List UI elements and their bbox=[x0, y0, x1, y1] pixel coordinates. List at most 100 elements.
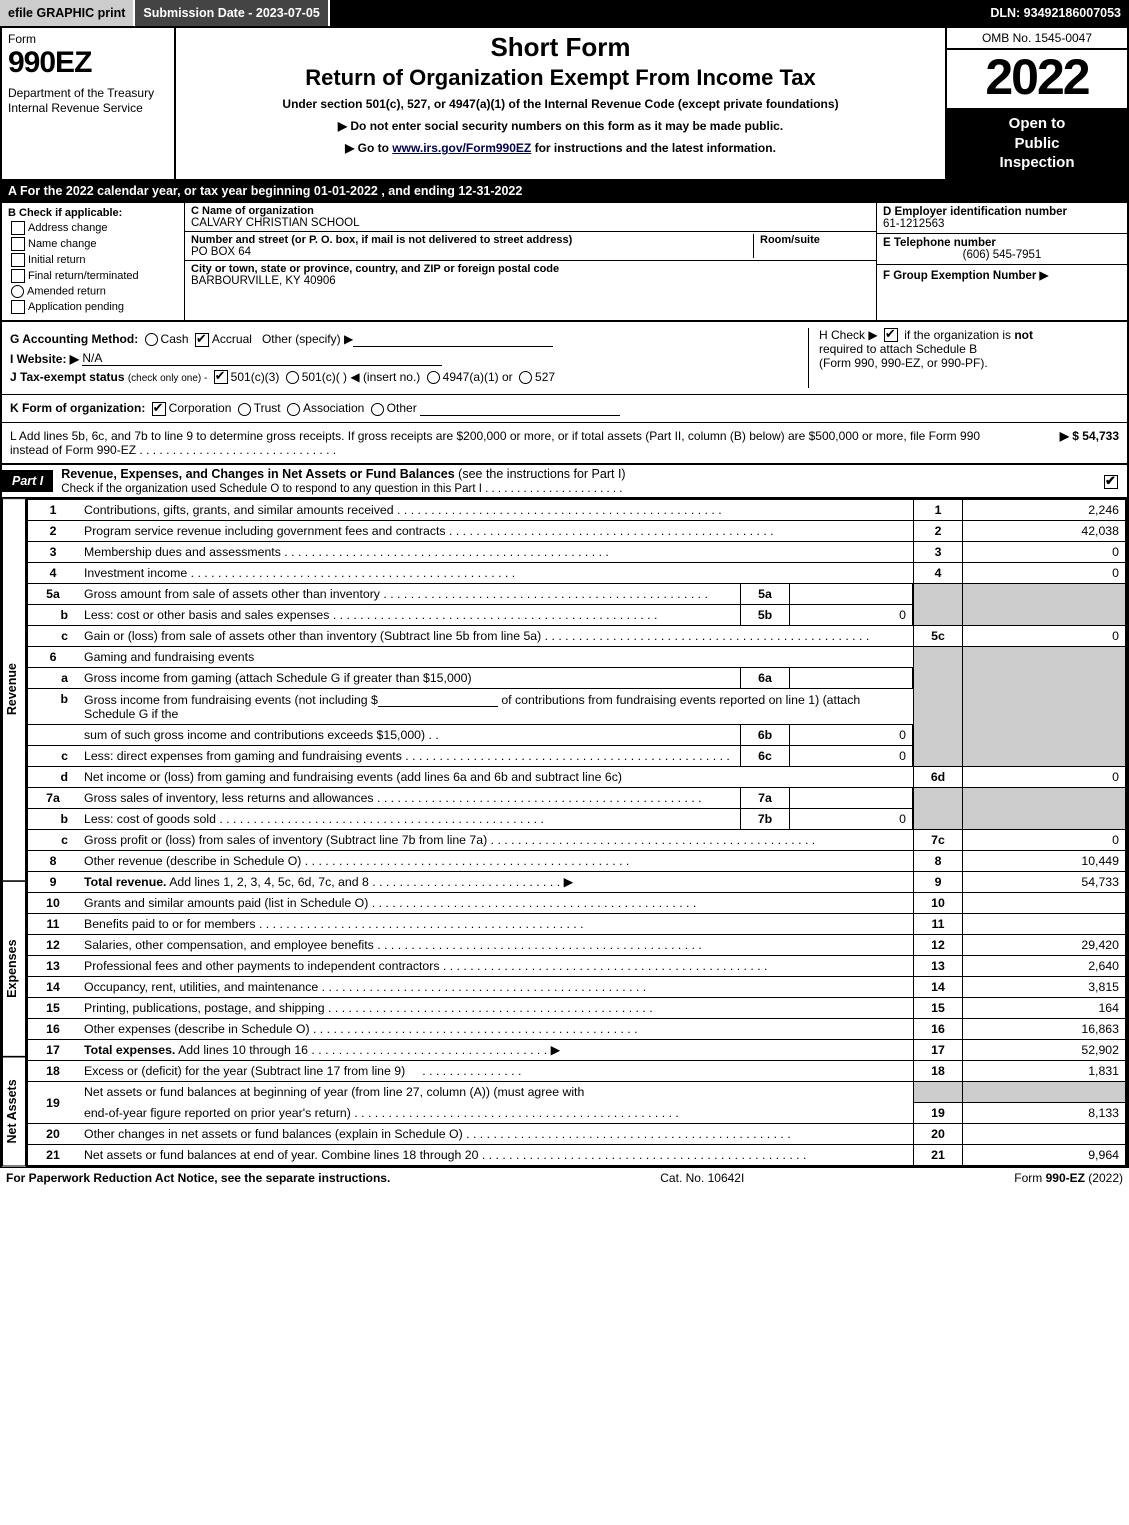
checkbox-icon[interactable] bbox=[11, 237, 25, 251]
checkbox-checked-icon[interactable] bbox=[884, 328, 898, 342]
line-num: 8 bbox=[27, 851, 78, 872]
line-ref: 3 bbox=[914, 542, 963, 563]
line-num bbox=[27, 725, 78, 746]
b-opt-address-label: Address change bbox=[28, 221, 108, 233]
line-num: 9 bbox=[27, 872, 78, 893]
part-i-body: Revenue Expenses Net Assets 1Contributio… bbox=[0, 498, 1129, 1167]
fundraising-amount-field[interactable] bbox=[378, 692, 498, 707]
radio-icon[interactable] bbox=[427, 371, 440, 384]
checkbox-checked-icon[interactable] bbox=[152, 402, 166, 416]
table-row: 15Printing, publications, postage, and s… bbox=[27, 998, 1126, 1019]
j-527: 527 bbox=[535, 370, 555, 384]
b-opt-name[interactable]: Name change bbox=[8, 237, 178, 251]
goto-pre: ▶ Go to bbox=[345, 141, 392, 155]
checkbox-checked-icon[interactable] bbox=[195, 333, 209, 347]
form-number: 990EZ bbox=[8, 46, 168, 80]
line-desc: Investment income bbox=[78, 563, 914, 584]
side-revenue: Revenue bbox=[2, 498, 26, 881]
c-city-label: City or town, state or province, country… bbox=[191, 263, 870, 275]
line-desc: Net income or (loss) from gaming and fun… bbox=[78, 767, 914, 788]
line-num: 14 bbox=[27, 977, 78, 998]
line-num: 12 bbox=[27, 935, 78, 956]
checkbox-icon[interactable] bbox=[11, 221, 25, 235]
h-not: not bbox=[1014, 328, 1033, 342]
line-val: 0 bbox=[963, 830, 1127, 851]
line-val: 1,831 bbox=[963, 1061, 1127, 1082]
table-row: 7a Gross sales of inventory, less return… bbox=[27, 788, 1126, 809]
line-ref: 10 bbox=[914, 893, 963, 914]
b-opt-pending[interactable]: Application pending bbox=[8, 300, 178, 314]
grey-cell bbox=[963, 1082, 1127, 1103]
line-num: 16 bbox=[27, 1019, 78, 1040]
c-name-label: C Name of organization bbox=[191, 205, 870, 217]
line-num: c bbox=[27, 830, 78, 851]
line-desc: Program service revenue including govern… bbox=[78, 521, 914, 542]
table-row: 10Grants and similar amounts paid (list … bbox=[27, 893, 1126, 914]
line-desc: Occupancy, rent, utilities, and maintena… bbox=[78, 977, 914, 998]
line-num: a bbox=[27, 668, 78, 689]
line-num: c bbox=[27, 626, 78, 647]
line-desc: Printing, publications, postage, and shi… bbox=[78, 998, 914, 1019]
line-desc: sum of such gross income and contributio… bbox=[78, 725, 914, 746]
dln: DLN: 93492186007053 bbox=[982, 0, 1129, 26]
grey-cell bbox=[914, 788, 963, 830]
j-label: J Tax-exempt status bbox=[10, 370, 125, 384]
b-opt-initial[interactable]: Initial return bbox=[8, 253, 178, 267]
line-val: 16,863 bbox=[963, 1019, 1127, 1040]
line-val: 0 bbox=[963, 563, 1127, 584]
table-row: dNet income or (loss) from gaming and fu… bbox=[27, 767, 1126, 788]
part-i-header: Part I Revenue, Expenses, and Changes in… bbox=[0, 463, 1129, 498]
k-other-field[interactable] bbox=[420, 401, 620, 416]
table-row: 19Net assets or fund balances at beginni… bbox=[27, 1082, 1126, 1103]
radio-icon[interactable] bbox=[238, 403, 251, 416]
line-desc: Gaming and fundraising events bbox=[78, 647, 914, 668]
line-val: 8,133 bbox=[963, 1102, 1127, 1123]
radio-icon[interactable] bbox=[145, 333, 158, 346]
g-other-field[interactable] bbox=[353, 332, 553, 347]
line-ref: 4 bbox=[914, 563, 963, 584]
g-label: G Accounting Method: bbox=[10, 332, 138, 346]
checkbox-icon[interactable] bbox=[11, 300, 25, 314]
radio-icon[interactable] bbox=[11, 285, 24, 298]
table-row: 16Other expenses (describe in Schedule O… bbox=[27, 1019, 1126, 1040]
form-word: Form bbox=[8, 32, 168, 46]
line-desc: Gross income from gaming (attach Schedul… bbox=[78, 668, 914, 689]
website-field[interactable]: N/A bbox=[82, 351, 442, 366]
table-row: cGain or (loss) from sale of assets othe… bbox=[27, 626, 1126, 647]
side-netassets: Net Assets bbox=[2, 1057, 26, 1167]
line-desc: Other revenue (describe in Schedule O) bbox=[78, 851, 914, 872]
radio-icon[interactable] bbox=[287, 403, 300, 416]
efile-print-button[interactable]: efile GRAPHIC print bbox=[0, 0, 135, 26]
table-row: 2Program service revenue including gover… bbox=[27, 521, 1126, 542]
b-opt-final[interactable]: Final return/terminated bbox=[8, 269, 178, 283]
checkbox-icon[interactable] bbox=[11, 269, 25, 283]
table-row: end-of-year figure reported on prior yea… bbox=[27, 1102, 1126, 1123]
irs-link[interactable]: www.irs.gov/Form990EZ bbox=[392, 141, 531, 155]
line-num: 6 bbox=[27, 647, 78, 668]
line-val: 2,640 bbox=[963, 956, 1127, 977]
topbar-spacer bbox=[330, 0, 983, 26]
radio-icon[interactable] bbox=[371, 403, 384, 416]
part-i-checkbox[interactable] bbox=[1104, 475, 1118, 489]
line-num: b bbox=[27, 689, 78, 725]
line-desc: Net assets or fund balances at beginning… bbox=[78, 1082, 914, 1103]
checkbox-icon[interactable] bbox=[11, 253, 25, 267]
b-opt-amended[interactable]: Amended return bbox=[8, 285, 178, 298]
line-desc: Membership dues and assessments bbox=[78, 542, 914, 563]
h-text2: if the organization is bbox=[904, 328, 1014, 342]
checkbox-checked-icon[interactable] bbox=[214, 370, 228, 384]
line-desc: Less: cost of goods sold 7b 0 bbox=[78, 809, 914, 830]
radio-icon[interactable] bbox=[286, 371, 299, 384]
table-row: 12Salaries, other compensation, and empl… bbox=[27, 935, 1126, 956]
b-opt-address[interactable]: Address change bbox=[8, 221, 178, 235]
line-num: b bbox=[27, 605, 78, 626]
j-4947: 4947(a)(1) or bbox=[443, 370, 513, 384]
radio-icon[interactable] bbox=[519, 371, 532, 384]
line-ref: 20 bbox=[914, 1123, 963, 1144]
line-l-row: L Add lines 5b, 6c, and 7b to line 9 to … bbox=[0, 422, 1129, 463]
line-ref: 21 bbox=[914, 1144, 963, 1166]
page-footer: For Paperwork Reduction Act Notice, see … bbox=[0, 1167, 1129, 1188]
table-row: 14Occupancy, rent, utilities, and mainte… bbox=[27, 977, 1126, 998]
k-assoc: Association bbox=[303, 402, 364, 416]
l-amount: ▶ $ 54,733 bbox=[989, 429, 1119, 457]
